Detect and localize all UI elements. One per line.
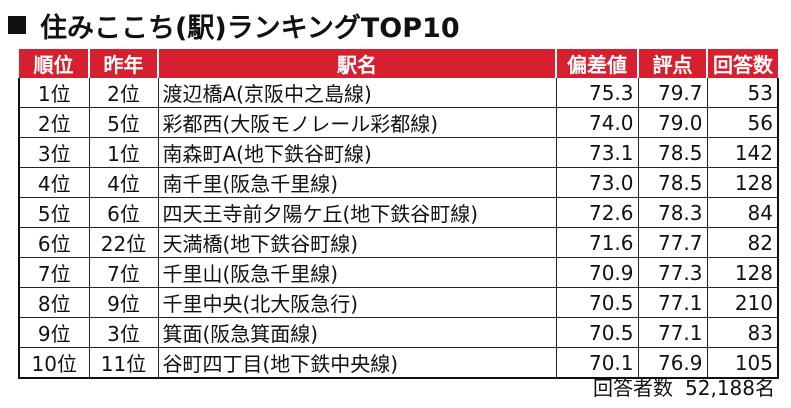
cell-score: 77.1 xyxy=(637,317,707,348)
header-station: 駅名 xyxy=(157,49,556,78)
header-rank: 順位 xyxy=(19,49,89,78)
cell-prev-year: 1位 xyxy=(88,137,158,168)
table-row: 9位 3位 箕面(阪急箕面線) 70.5 77.1 83 xyxy=(18,317,779,348)
cell-rank: 10位 xyxy=(18,347,89,379)
cell-respondents: 210 xyxy=(706,287,779,318)
table-header-row: 順位 昨年 駅名 偏差値 評点 回答数 xyxy=(19,49,778,78)
cell-respondents: 128 xyxy=(706,167,779,198)
cell-score: 79.0 xyxy=(637,107,707,138)
cell-respondents: 56 xyxy=(706,107,779,138)
table-row: 7位 7位 千里山(阪急千里線) 70.9 77.3 128 xyxy=(18,257,779,288)
cell-deviation: 70.5 xyxy=(555,317,638,348)
table-row: 4位 4位 南千里(阪急千里線) 73.0 78.5 128 xyxy=(18,167,779,198)
square-bullet-icon xyxy=(8,16,26,34)
cell-station: 千里山(阪急千里線) xyxy=(157,257,556,288)
cell-score: 77.3 xyxy=(637,257,707,288)
cell-respondents: 82 xyxy=(706,227,779,258)
cell-deviation: 72.6 xyxy=(555,197,638,228)
cell-deviation: 71.6 xyxy=(555,227,638,258)
cell-prev-year: 2位 xyxy=(88,78,158,108)
cell-prev-year: 3位 xyxy=(88,317,158,348)
cell-respondents: 128 xyxy=(706,257,779,288)
cell-station: 箕面(阪急箕面線) xyxy=(157,317,556,348)
cell-prev-year: 22位 xyxy=(88,227,158,258)
cell-rank: 9位 xyxy=(18,317,89,348)
cell-prev-year: 11位 xyxy=(88,347,158,379)
header-score: 評点 xyxy=(637,49,707,78)
cell-deviation: 74.0 xyxy=(555,107,638,138)
cell-prev-year: 7位 xyxy=(88,257,158,288)
cell-prev-year: 6位 xyxy=(88,197,158,228)
cell-station: 南森町A(地下鉄谷町線) xyxy=(157,137,556,168)
table-row: 5位 6位 四天王寺前夕陽ケ丘(地下鉄谷町線) 72.6 78.3 84 xyxy=(18,197,779,228)
cell-rank: 8位 xyxy=(18,287,89,318)
cell-score: 78.3 xyxy=(637,197,707,228)
cell-station: 谷町四丁目(地下鉄中央線) xyxy=(157,347,556,379)
cell-respondents: 105 xyxy=(706,347,779,379)
page-title-text: 住みここち(駅)ランキングTOP10 xyxy=(40,12,460,44)
cell-rank: 5位 xyxy=(18,197,89,228)
cell-deviation: 73.1 xyxy=(555,137,638,168)
respondent-total-value: 52,188名 xyxy=(685,376,775,400)
cell-score: 79.7 xyxy=(637,78,707,108)
cell-respondents: 142 xyxy=(706,137,779,168)
cell-deviation: 70.9 xyxy=(555,257,638,288)
cell-score: 78.5 xyxy=(637,137,707,168)
table-row: 3位 1位 南森町A(地下鉄谷町線) 73.1 78.5 142 xyxy=(18,137,779,168)
cell-respondents: 53 xyxy=(706,78,779,108)
cell-score: 78.5 xyxy=(637,167,707,198)
cell-rank: 6位 xyxy=(18,227,89,258)
cell-station: 千里中央(北大阪急行) xyxy=(157,287,556,318)
cell-rank: 3位 xyxy=(18,137,89,168)
cell-score: 77.7 xyxy=(637,227,707,258)
cell-rank: 2位 xyxy=(18,107,89,138)
cell-prev-year: 9位 xyxy=(88,287,158,318)
cell-station: 南千里(阪急千里線) xyxy=(157,167,556,198)
cell-prev-year: 4位 xyxy=(88,167,158,198)
cell-deviation: 73.0 xyxy=(555,167,638,198)
header-prev-year: 昨年 xyxy=(88,49,158,78)
respondent-total: 回答者数 52,188名 xyxy=(593,372,775,401)
cell-score: 77.1 xyxy=(637,287,707,318)
cell-respondents: 83 xyxy=(706,317,779,348)
ranking-table: 順位 昨年 駅名 偏差値 評点 回答数 1位 2位 渡辺橋A(京阪中之島線) 7… xyxy=(18,49,779,379)
cell-station: 天満橋(地下鉄谷町線) xyxy=(157,227,556,258)
table-row: 8位 9位 千里中央(北大阪急行) 70.5 77.1 210 xyxy=(18,287,779,318)
table-row: 1位 2位 渡辺橋A(京阪中之島線) 75.3 79.7 53 xyxy=(18,78,779,108)
respondent-total-label: 回答者数 xyxy=(593,376,674,400)
cell-rank: 7位 xyxy=(18,257,89,288)
cell-score: 76.9 xyxy=(637,347,707,379)
header-deviation: 偏差値 xyxy=(555,49,638,78)
table-row: 6位 22位 天満橋(地下鉄谷町線) 71.6 77.7 82 xyxy=(18,227,779,258)
cell-deviation: 70.1 xyxy=(555,347,638,379)
cell-deviation: 75.3 xyxy=(555,78,638,108)
table-row: 10位 11位 谷町四丁目(地下鉄中央線) 70.1 76.9 105 xyxy=(18,347,779,379)
header-respondents: 回答数 xyxy=(706,49,778,78)
cell-deviation: 70.5 xyxy=(555,287,638,318)
cell-station: 彩都西(大阪モノレール彩都線) xyxy=(157,107,556,138)
cell-rank: 1位 xyxy=(18,78,89,108)
cell-station: 四天王寺前夕陽ケ丘(地下鉄谷町線) xyxy=(157,197,556,228)
page-title: 住みここち(駅)ランキングTOP10 xyxy=(8,6,460,44)
cell-prev-year: 5位 xyxy=(88,107,158,138)
cell-rank: 4位 xyxy=(18,167,89,198)
table-row: 2位 5位 彩都西(大阪モノレール彩都線) 74.0 79.0 56 xyxy=(18,107,779,138)
cell-station: 渡辺橋A(京阪中之島線) xyxy=(157,78,556,108)
cell-respondents: 84 xyxy=(706,197,779,228)
